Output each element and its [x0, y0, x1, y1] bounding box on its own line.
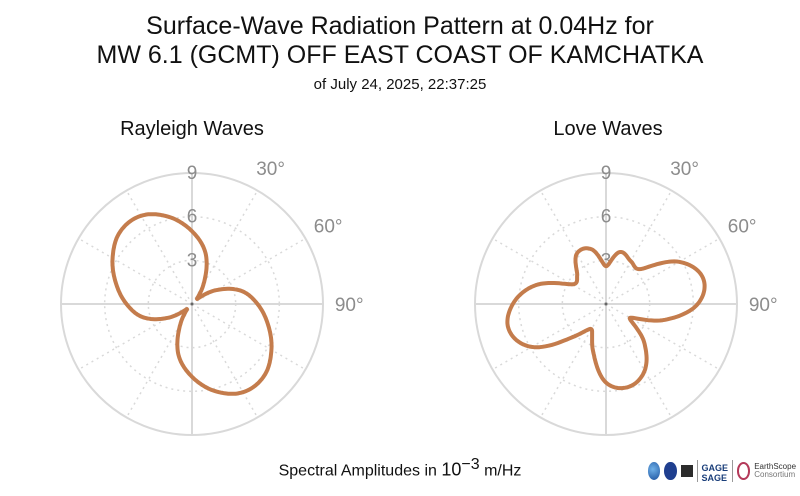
love-angle-tick-90: 90° [749, 295, 778, 316]
nsf-logo-icon [648, 462, 661, 480]
earthscope-text: EarthScope [754, 462, 797, 471]
rayleigh-center-dot [190, 302, 194, 306]
love-grid-spoke-330 [539, 190, 607, 305]
chart-title-line2: MW 6.1 (GCMT) OFF EAST COAST OF KAMCHATK… [96, 41, 704, 69]
love-grid-spoke-210 [539, 303, 607, 418]
love-grid-spoke-300 [492, 237, 607, 305]
rayleigh-radial-tick-6: 6 [187, 207, 198, 228]
rayleigh-grid-spoke-30 [191, 190, 259, 305]
love-plot-title: Love Waves [553, 118, 663, 140]
love-radiation-pattern-0 [505, 246, 707, 391]
love-radial-tick-6: 6 [601, 207, 612, 228]
usgs-logo-icon [680, 465, 693, 477]
sponsor-logos: GAGE SAGE EarthScope Consortium [648, 456, 796, 486]
caption-prefix: Spectral Amplitudes in [278, 462, 442, 480]
caption-suffix: m/Hz [479, 462, 522, 480]
rayleigh-grid-spoke-210 [125, 303, 193, 418]
rayleigh-radial-tick-3: 3 [187, 250, 198, 271]
amplitude-units-caption: Spectral Amplitudes in 10−3 m/Hz [0, 456, 800, 480]
love-grid-spoke-150 [605, 303, 673, 418]
earthscope-logo-icon [736, 462, 751, 480]
rayleigh-grid-spoke-330 [125, 190, 193, 305]
rayleigh-radiation-pattern-0 [110, 212, 274, 396]
love-radial-tick-9: 9 [601, 163, 612, 184]
rayleigh-angle-tick-90: 90° [335, 295, 364, 316]
love-angle-tick-60: 60° [728, 216, 757, 237]
earthscope-logo: EarthScope Consortium [754, 463, 796, 479]
rayleigh-radial-tick-9: 9 [187, 163, 198, 184]
rayleigh-grid-spoke-300 [78, 237, 193, 305]
love-grid-spoke-30 [605, 190, 673, 305]
rayleigh-grid-spoke-150 [191, 303, 259, 418]
rayleigh-grid-spoke-120 [191, 303, 306, 371]
love-grid-spoke-120 [605, 303, 720, 371]
gage-text: GAGE [701, 463, 728, 473]
gage-sage-logo: GAGE SAGE [701, 463, 728, 483]
chart-title-line1: Surface-Wave Radiation Pattern at 0.04Hz… [146, 12, 654, 40]
nasa-logo-icon [664, 462, 677, 480]
rayleigh-grid-spoke-60 [191, 237, 306, 305]
love-grid-spoke-240 [492, 303, 607, 371]
caption-exponent: −3 [461, 456, 480, 473]
love-radial-tick-3: 3 [601, 250, 612, 271]
rayleigh-angle-tick-60: 60° [314, 216, 343, 237]
logo-divider [696, 460, 698, 482]
rayleigh-angle-tick-30: 30° [256, 159, 285, 180]
love-center-dot [604, 302, 608, 306]
love-grid-spoke-60 [605, 237, 720, 305]
caption-base: 10 [441, 459, 462, 480]
rayleigh-grid-spoke-240 [78, 303, 193, 371]
rayleigh-plot-title: Rayleigh Waves [120, 118, 264, 140]
chart-event-date: of July 24, 2025, 22:37:25 [313, 76, 487, 93]
love-angle-tick-30: 30° [670, 159, 699, 180]
sage-text: SAGE [701, 473, 727, 483]
logo-divider-2 [732, 460, 733, 482]
consortium-text: Consortium [754, 470, 796, 479]
